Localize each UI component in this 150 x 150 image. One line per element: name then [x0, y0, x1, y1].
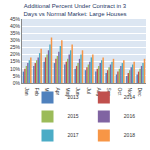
svg-text:Additional Percent Under Contr: Additional Percent Under Contract in 3Da… — [23, 3, 126, 17]
svg-text:20%: 20% — [10, 51, 21, 57]
svg-text:5%: 5% — [13, 73, 21, 79]
svg-text:Oct: Oct — [117, 88, 123, 96]
svg-text:45%: 45% — [10, 16, 21, 22]
svg-text:Jul: Jul — [86, 88, 92, 94]
svg-text:Jun: Jun — [75, 87, 82, 96]
svg-text:Feb: Feb — [34, 88, 40, 97]
svg-text:Nov: Nov — [127, 87, 133, 97]
svg-text:2016: 2016 — [124, 113, 135, 119]
svg-text:40%: 40% — [10, 23, 21, 29]
svg-text:May: May — [65, 87, 71, 97]
svg-text:2014: 2014 — [124, 94, 135, 100]
svg-text:2017: 2017 — [68, 132, 79, 138]
svg-text:0%: 0% — [13, 80, 21, 86]
svg-text:2015: 2015 — [68, 113, 79, 119]
svg-text:Jan: Jan — [24, 88, 30, 96]
svg-text:10%: 10% — [10, 66, 21, 72]
svg-text:25%: 25% — [10, 44, 21, 50]
svg-text:Dec: Dec — [137, 88, 143, 97]
svg-text:30%: 30% — [10, 37, 21, 43]
svg-text:35%: 35% — [10, 30, 21, 36]
svg-text:15%: 15% — [10, 58, 21, 64]
svg-text:Apr: Apr — [55, 88, 61, 96]
svg-text:2013: 2013 — [68, 94, 79, 100]
svg-text:2018: 2018 — [124, 132, 135, 138]
